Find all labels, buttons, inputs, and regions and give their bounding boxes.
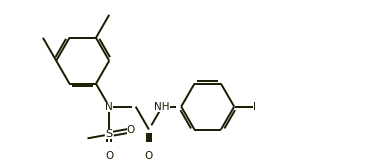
Text: O: O xyxy=(145,151,153,160)
Text: O: O xyxy=(105,151,113,160)
Text: O: O xyxy=(127,125,135,135)
Text: N: N xyxy=(105,102,113,112)
Text: S: S xyxy=(106,129,113,139)
Text: I: I xyxy=(253,102,255,112)
Text: NH: NH xyxy=(154,102,170,112)
